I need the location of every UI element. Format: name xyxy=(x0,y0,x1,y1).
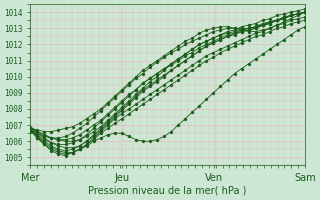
X-axis label: Pression niveau de la mer( hPa ): Pression niveau de la mer( hPa ) xyxy=(88,186,247,196)
